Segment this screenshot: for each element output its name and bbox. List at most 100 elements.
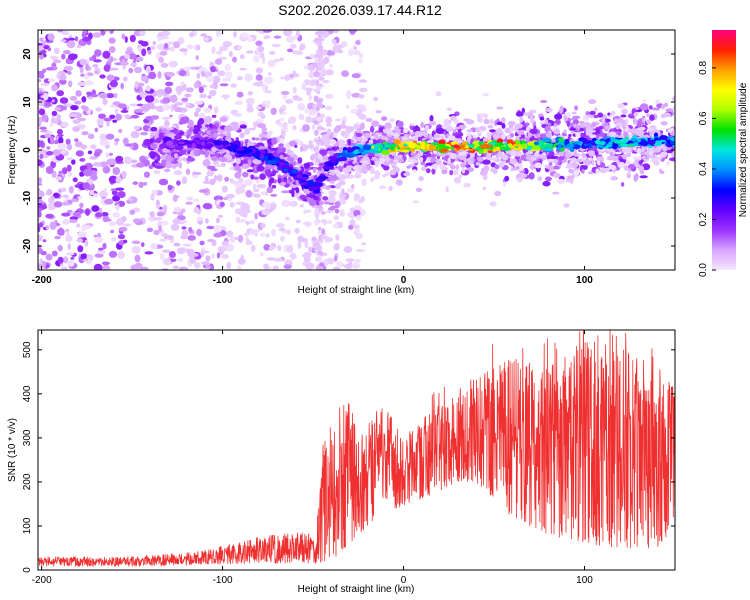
- spectrogram-blob: [475, 162, 481, 166]
- spectrogram-blob: [381, 116, 388, 121]
- spectrogram-blob: [608, 114, 612, 118]
- spectrogram-blob: [38, 225, 41, 233]
- spectrogram-blob: [660, 121, 668, 126]
- spectrogram-blob: [463, 118, 470, 122]
- spectrogram-blob: [191, 142, 197, 149]
- spectrogram-blob: [354, 228, 361, 234]
- spectrogram-blob: [79, 158, 86, 162]
- spectrogram-blob: [531, 154, 535, 158]
- spectrogram-blob: [149, 151, 156, 159]
- spectrogram-blob: [421, 131, 427, 135]
- spectrogram-blob: [56, 114, 62, 121]
- spectrogram-blob: [319, 262, 325, 267]
- spectrogram-blob: [38, 235, 44, 239]
- spectrogram-blob: [185, 168, 191, 175]
- spectrogram-blob: [599, 162, 606, 169]
- spectrogram-blob: [476, 156, 484, 162]
- spectrogram-blob: [360, 195, 365, 203]
- spectrogram-blob: [253, 193, 261, 198]
- spectrogram-blob: [559, 139, 564, 143]
- spectrogram-blob: [354, 173, 361, 179]
- spectrogram-blob: [211, 155, 218, 162]
- spectrogram-blob: [39, 140, 45, 148]
- spectrogram-blob: [46, 264, 50, 268]
- spectrogram-blob: [177, 36, 185, 45]
- spectrogram-blob: [497, 151, 503, 158]
- spectrogram-blob: [376, 150, 382, 154]
- spectrogram-blob: [458, 124, 467, 130]
- spectrogram-blob: [234, 100, 244, 106]
- spectrogram-blob: [108, 175, 118, 184]
- spectrogram-blob: [165, 127, 174, 131]
- spectrogram-blob: [347, 188, 355, 193]
- spectrogram-blob: [180, 81, 185, 86]
- spectrogram-blob: [76, 238, 84, 243]
- spectrogram-blob: [142, 181, 148, 186]
- spectrogram-blob: [373, 146, 379, 152]
- spectrogram-blob: [621, 108, 628, 115]
- colorbar-tick-label: 0.6: [698, 111, 709, 125]
- spectrogram-blob: [91, 205, 100, 212]
- spectrogram-blob: [318, 76, 325, 81]
- spectrogram-y-label: Frequency (Hz): [7, 116, 18, 185]
- spectrogram-blob: [259, 52, 265, 59]
- spectrogram-blob: [169, 95, 178, 103]
- spectrogram-blob: [409, 132, 415, 135]
- spectrogram-blob: [360, 122, 365, 130]
- spectrogram-blob: [105, 152, 110, 158]
- spectrogram-blob: [124, 54, 130, 59]
- spectrogram-blob: [352, 45, 358, 50]
- spectrogram-blob: [46, 130, 53, 134]
- spectrogram-blob: [196, 228, 203, 237]
- spectrogram-blob: [250, 244, 256, 252]
- spectrogram-blob: [163, 168, 171, 173]
- spectrogram-blob: [219, 201, 225, 207]
- spectrogram-blob: [169, 46, 175, 52]
- spectrogram-blob: [263, 76, 274, 85]
- spectrogram-blob: [279, 107, 284, 114]
- spectrogram-blob: [369, 167, 375, 174]
- y-tick-label: -20: [22, 238, 33, 253]
- spectrogram-blob: [592, 129, 596, 133]
- spectrogram-blob: [124, 114, 131, 119]
- spectrogram-blob: [318, 200, 324, 206]
- spectrogram-blob: [626, 172, 631, 179]
- spectrogram-blob: [178, 141, 185, 145]
- spectrogram-blob: [260, 137, 268, 141]
- spectrogram-blob: [69, 96, 78, 101]
- spectrogram-blob: [267, 130, 274, 135]
- spectrogram-blob: [77, 231, 87, 238]
- spectrogram-blob: [378, 185, 387, 190]
- spectrogram-blob: [347, 211, 355, 218]
- spectrogram-blob: [313, 116, 318, 122]
- spectrogram-blob: [76, 223, 81, 228]
- spectrogram-blob: [630, 137, 639, 141]
- spectrogram-blob: [134, 81, 139, 89]
- spectrogram-blob: [358, 113, 367, 120]
- colorbar-ticks: 0.00.20.40.60.8: [698, 61, 716, 277]
- spectrogram-blob: [316, 204, 322, 209]
- spectrogram-blob: [61, 53, 66, 60]
- spectrogram-blob: [295, 219, 301, 224]
- spectrogram-blob: [649, 150, 654, 156]
- spectrogram-blob: [99, 133, 109, 141]
- spectrogram-blob: [520, 173, 528, 178]
- spectrogram-blob: [649, 114, 655, 121]
- spectrogram-blob: [79, 58, 87, 66]
- spectrogram-blob: [102, 242, 107, 250]
- spectrogram-blob: [38, 73, 45, 79]
- spectrogram-blob: [250, 174, 255, 180]
- spectrogram-blob: [255, 106, 262, 110]
- spectrogram-blob: [566, 143, 575, 148]
- spectrogram-blob: [109, 152, 113, 156]
- spectrogram-blob: [224, 125, 234, 132]
- spectrogram-blob: [545, 132, 553, 138]
- spectrogram-blob: [277, 177, 282, 184]
- x-tick-label: 100: [576, 575, 593, 586]
- spectrogram-blob: [613, 139, 622, 144]
- spectrogram-blob: [77, 245, 84, 253]
- spectrogram-blob: [613, 118, 619, 125]
- spectrogram-blob: [548, 161, 553, 167]
- spectrogram-blob: [273, 58, 280, 63]
